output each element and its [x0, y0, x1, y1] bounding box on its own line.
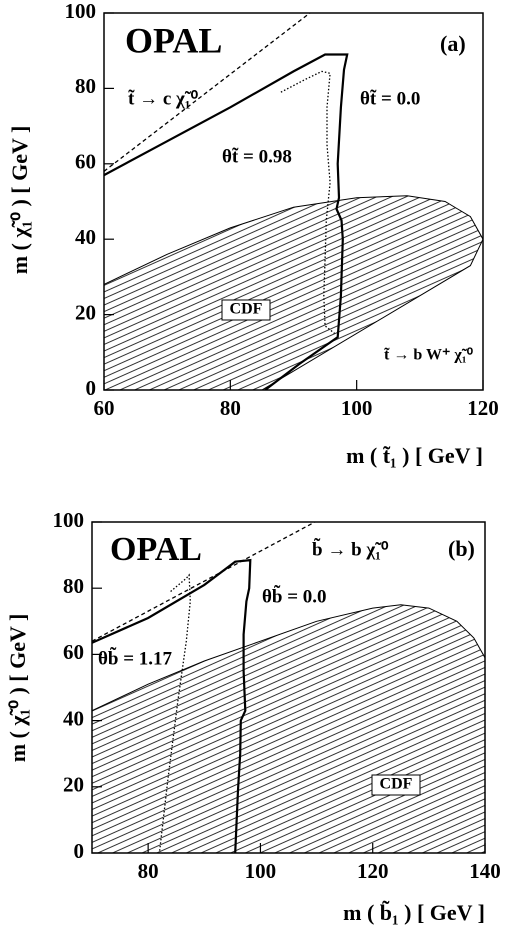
frame: [103, 12, 484, 391]
curve: [92, 522, 316, 642]
cdf-region: [104, 195, 483, 390]
series-label: CDF: [230, 301, 263, 318]
y-tick-label: 60: [75, 150, 96, 174]
annotation: OPAL: [110, 531, 202, 568]
curve: [104, 13, 311, 172]
x-tick-label: 100: [245, 859, 277, 883]
x-tick-label: 80: [220, 396, 241, 420]
panel-label: (a): [440, 31, 466, 56]
x-tick-label: 140: [469, 859, 501, 883]
label-box: [371, 774, 421, 796]
y-tick-label: 0: [74, 839, 85, 863]
x-tick-label: 120: [357, 859, 389, 883]
x-tick-label: 60: [94, 396, 115, 420]
label-box: [221, 299, 271, 321]
series-label: θb̃ = 0.0: [262, 586, 327, 608]
x-tick-label: 100: [341, 396, 373, 420]
y-tick-label: 80: [63, 574, 84, 598]
plot-area: [92, 522, 485, 853]
y-tick-label: 40: [63, 706, 84, 730]
y-tick-label: 100: [65, 0, 97, 23]
annotation: t̃ → b W⁺ χ̃₁⁰: [384, 346, 474, 364]
x-tick-label: 80: [138, 859, 159, 883]
annotation: b̃ → b χ̃₁⁰: [312, 539, 389, 561]
panel-label: (b): [448, 536, 475, 561]
annotation: t̃ → c χ̃₁⁰: [128, 88, 198, 109]
x-axis-title: m ( t̃₁ ) [ GeV ]: [346, 443, 483, 468]
cdf-region: [92, 604, 485, 853]
y-axis-title: m ( χ̃₁⁰ ) [ GeV ]: [7, 126, 32, 275]
y-tick-label: 0: [86, 376, 97, 400]
series-label: θt̃ = 0.98: [222, 146, 292, 167]
series-label: CDF: [380, 776, 413, 793]
series-label: θt̃ = 0.0: [360, 88, 420, 109]
x-tick-label: 120: [467, 396, 499, 420]
curve: [104, 53, 349, 390]
y-tick-label: 80: [75, 74, 96, 98]
frame: [91, 521, 486, 854]
y-tick-label: 40: [75, 225, 96, 249]
series-label: θb̃ = 1.17: [98, 648, 173, 670]
plot-area: [104, 13, 483, 390]
y-tick-label: 100: [53, 508, 85, 532]
x-axis-title: m ( b̃₁ ) [ GeV ]: [343, 900, 485, 925]
curve: [92, 558, 252, 853]
y-tick-label: 60: [63, 640, 84, 664]
curve: [280, 70, 336, 334]
y-axis-title: m ( χ̃₁⁰ ) [ GeV ]: [5, 614, 30, 763]
y-tick-label: 20: [75, 300, 96, 324]
annotation: OPAL: [125, 20, 222, 60]
curve: [158, 573, 191, 853]
y-tick-label: 20: [63, 773, 84, 797]
